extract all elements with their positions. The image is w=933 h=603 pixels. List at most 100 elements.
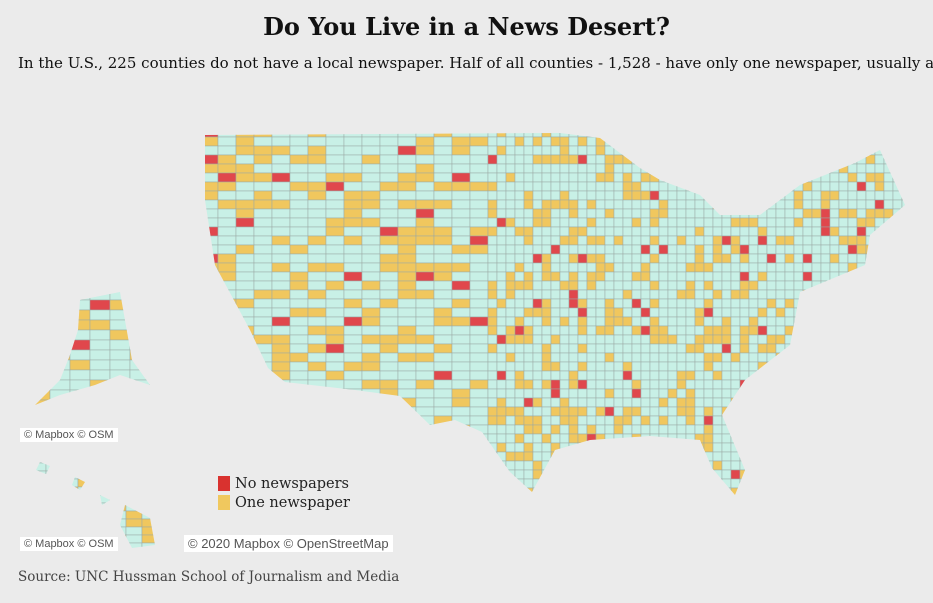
county[interactable]: [30, 462, 47, 472]
county[interactable]: [838, 262, 849, 273]
county[interactable]: [847, 181, 858, 192]
county[interactable]: [415, 163, 435, 174]
county[interactable]: [397, 190, 417, 201]
county[interactable]: [415, 244, 435, 255]
county[interactable]: [883, 307, 894, 318]
county[interactable]: [847, 226, 858, 237]
county[interactable]: [892, 361, 903, 372]
county[interactable]: [658, 208, 669, 219]
county[interactable]: [838, 379, 849, 390]
county[interactable]: [829, 334, 840, 345]
county[interactable]: [487, 190, 498, 201]
county[interactable]: [550, 406, 561, 417]
county[interactable]: [613, 334, 624, 345]
county[interactable]: [77, 502, 95, 512]
county[interactable]: [703, 424, 714, 435]
county[interactable]: [604, 460, 615, 471]
county[interactable]: [703, 262, 714, 273]
county[interactable]: [649, 136, 660, 147]
county[interactable]: [325, 316, 345, 327]
county[interactable]: [158, 479, 174, 487]
county[interactable]: [253, 253, 273, 264]
county[interactable]: [109, 486, 127, 496]
county[interactable]: [125, 462, 143, 472]
county[interactable]: [883, 235, 894, 246]
county[interactable]: [721, 487, 732, 497]
county[interactable]: [469, 128, 489, 138]
county[interactable]: [49, 339, 71, 351]
county[interactable]: [901, 415, 911, 426]
county[interactable]: [505, 343, 516, 354]
county[interactable]: [721, 370, 732, 381]
county[interactable]: [559, 433, 570, 444]
county[interactable]: [739, 190, 750, 201]
county[interactable]: [748, 379, 759, 390]
county[interactable]: [61, 502, 79, 512]
county[interactable]: [550, 136, 561, 147]
county[interactable]: [829, 163, 840, 174]
county[interactable]: [883, 128, 894, 138]
county[interactable]: [343, 208, 363, 219]
county[interactable]: [694, 325, 705, 336]
county[interactable]: [775, 388, 786, 399]
county[interactable]: [532, 190, 543, 201]
county[interactable]: [649, 262, 660, 273]
county[interactable]: [694, 478, 705, 489]
county[interactable]: [622, 298, 633, 309]
county[interactable]: [703, 190, 714, 201]
county[interactable]: [595, 145, 606, 156]
county[interactable]: [658, 325, 669, 336]
county[interactable]: [676, 397, 687, 408]
county[interactable]: [361, 325, 381, 336]
county[interactable]: [694, 226, 705, 237]
county[interactable]: [893, 497, 902, 506]
county[interactable]: [343, 307, 363, 318]
county[interactable]: [829, 190, 840, 201]
county[interactable]: [523, 361, 534, 372]
county[interactable]: [856, 379, 867, 390]
county[interactable]: [397, 226, 417, 237]
county[interactable]: [820, 298, 831, 309]
county[interactable]: [694, 199, 705, 210]
county[interactable]: [487, 154, 498, 165]
county[interactable]: [496, 217, 507, 228]
county[interactable]: [343, 343, 363, 354]
county[interactable]: [379, 325, 399, 336]
county[interactable]: [496, 487, 507, 497]
county[interactable]: [631, 388, 642, 399]
county[interactable]: [49, 319, 71, 331]
county[interactable]: [793, 307, 804, 318]
county[interactable]: [739, 172, 750, 183]
county[interactable]: [874, 307, 885, 318]
county[interactable]: [433, 307, 453, 318]
county[interactable]: [253, 442, 273, 453]
county[interactable]: [289, 343, 309, 354]
county[interactable]: [757, 298, 768, 309]
county[interactable]: [141, 455, 158, 464]
county[interactable]: [577, 154, 588, 165]
county[interactable]: [856, 172, 867, 183]
county[interactable]: [577, 460, 588, 471]
county[interactable]: [739, 478, 750, 489]
county[interactable]: [613, 316, 624, 327]
map-attribution[interactable]: © 2020 Mapbox © OpenStreetMap: [184, 535, 393, 552]
county[interactable]: [874, 478, 885, 489]
county[interactable]: [739, 370, 750, 381]
county[interactable]: [397, 343, 417, 354]
county[interactable]: [217, 208, 237, 219]
county[interactable]: [532, 136, 543, 147]
county[interactable]: [541, 469, 552, 480]
county[interactable]: [694, 217, 705, 228]
county[interactable]: [361, 128, 381, 138]
county[interactable]: [361, 181, 381, 192]
county[interactable]: [748, 226, 759, 237]
county[interactable]: [883, 181, 894, 192]
county[interactable]: [883, 424, 894, 435]
county[interactable]: [694, 397, 705, 408]
county[interactable]: [379, 379, 399, 390]
county[interactable]: [820, 235, 831, 246]
county[interactable]: [640, 424, 651, 435]
county[interactable]: [397, 415, 417, 426]
county[interactable]: [802, 226, 813, 237]
county[interactable]: [802, 370, 813, 381]
